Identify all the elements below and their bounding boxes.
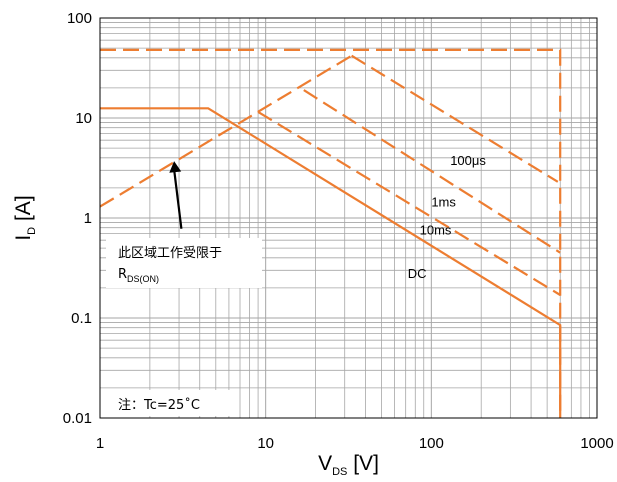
annotation-rdson-main: R bbox=[118, 267, 127, 282]
arrow-shaft bbox=[172, 169, 183, 229]
y-axis-title-unit: [A] bbox=[12, 195, 35, 227]
annotation-arrow bbox=[169, 161, 183, 229]
annotation-box bbox=[106, 238, 262, 288]
curve-label: 1ms bbox=[431, 195, 456, 210]
x-tick-label: 1000 bbox=[580, 435, 613, 452]
x-tick-label: 1 bbox=[96, 435, 104, 452]
y-tick-label: 0.01 bbox=[63, 410, 92, 427]
x-axis-title: VDS [V] bbox=[318, 452, 379, 478]
series-1ms-line bbox=[303, 89, 561, 254]
curve-label: 100μs bbox=[450, 153, 486, 168]
plot-frame bbox=[99, 17, 598, 419]
annotation-rdson-sub: DS(ON) bbox=[127, 274, 159, 284]
y-axis-title-main: I bbox=[12, 235, 35, 241]
x-tick-labels: 1 10 100 1000 bbox=[96, 435, 614, 452]
grid-lines bbox=[99, 18, 597, 419]
series-limit-line-4 bbox=[99, 54, 353, 208]
annotation-text: 此区域工作受限于 bbox=[118, 246, 222, 261]
y-tick-label: 100 bbox=[67, 10, 92, 27]
series-100s-line bbox=[351, 54, 559, 183]
series-10ms-line bbox=[257, 110, 561, 296]
x-axis-title-sub: DS bbox=[332, 466, 347, 478]
arrow-head bbox=[169, 161, 182, 173]
curve-label: DC bbox=[408, 266, 427, 281]
x-tick-label: 10 bbox=[257, 435, 274, 452]
y-tick-label: 10 bbox=[75, 110, 92, 127]
x-axis-title-main: V bbox=[318, 452, 332, 475]
temperature-note: 注：Tc=25˚C bbox=[118, 397, 200, 413]
y-tick-labels: 100 10 1 0.1 0.01 bbox=[63, 10, 92, 427]
x-tick-label: 100 bbox=[419, 435, 444, 452]
x-axis-title-unit: [V] bbox=[347, 452, 379, 475]
curve-group bbox=[99, 48, 562, 418]
y-tick-label: 0.1 bbox=[71, 310, 92, 327]
curve-labels: 100μs 1ms 10ms DC bbox=[408, 153, 487, 281]
annotation-rdson: RDS(ON) bbox=[118, 267, 159, 284]
y-tick-label: 1 bbox=[84, 210, 92, 227]
series-limit-line-5 bbox=[100, 48, 562, 418]
series-dc-line bbox=[100, 107, 562, 418]
note-box bbox=[106, 390, 232, 416]
curve-label: 10ms bbox=[420, 223, 452, 238]
y-axis-title-sub: D bbox=[26, 227, 38, 235]
y-axis-title: ID [A] bbox=[12, 195, 38, 240]
